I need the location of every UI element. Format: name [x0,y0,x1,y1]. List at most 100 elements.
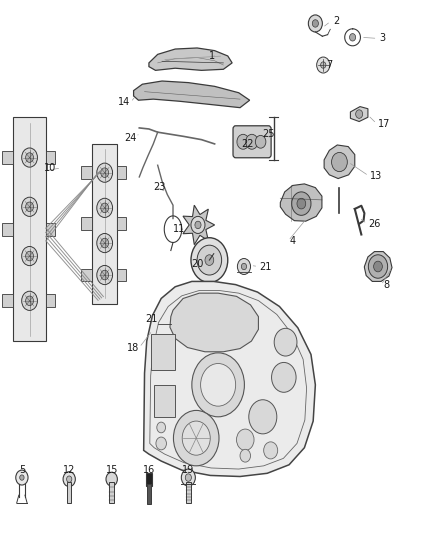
Circle shape [25,296,33,305]
Bar [67,482,71,503]
Circle shape [185,474,191,481]
Circle shape [205,255,214,265]
Circle shape [97,163,113,182]
Circle shape [25,202,33,212]
Circle shape [106,472,117,486]
Circle shape [241,263,247,270]
Circle shape [25,251,33,261]
Circle shape [264,442,278,459]
Circle shape [22,197,37,216]
Text: 25: 25 [262,130,275,139]
Text: 19: 19 [182,465,194,475]
Bar [92,144,117,304]
Text: 5: 5 [19,465,25,475]
Bar [2,223,13,236]
Polygon shape [364,252,392,281]
Circle shape [67,476,72,482]
Bar [13,117,46,341]
Text: 20: 20 [191,259,204,269]
Circle shape [22,148,37,167]
Bar [186,482,191,503]
Polygon shape [280,184,322,221]
Circle shape [195,221,201,229]
Circle shape [272,362,296,392]
Bar [117,166,126,179]
Bar [46,294,55,307]
Text: 14: 14 [118,98,131,107]
Bar [151,334,175,370]
Circle shape [156,437,166,450]
Circle shape [191,238,228,282]
Circle shape [101,270,109,280]
Text: 13: 13 [370,171,382,181]
Bar [81,166,92,179]
Bar [81,269,92,281]
Circle shape [237,429,254,450]
Circle shape [20,475,24,480]
Circle shape [192,353,244,417]
Polygon shape [134,81,250,108]
Text: 2: 2 [333,17,339,26]
Circle shape [374,261,382,272]
Bar [117,217,126,230]
Circle shape [97,198,113,217]
Bar [2,151,13,164]
Text: 1: 1 [208,51,215,61]
Circle shape [173,410,219,466]
Circle shape [162,316,167,322]
Circle shape [182,421,210,455]
Circle shape [101,203,109,213]
Bar [154,385,175,417]
Text: 24: 24 [124,133,137,142]
Polygon shape [144,281,315,477]
Text: 21: 21 [145,314,158,324]
Circle shape [25,153,33,163]
Text: 21: 21 [259,262,272,271]
Circle shape [197,245,222,275]
Text: 8: 8 [383,280,389,290]
Circle shape [97,233,113,253]
Circle shape [356,110,363,118]
Circle shape [321,62,326,68]
Bar [147,484,151,504]
Polygon shape [170,293,258,352]
Circle shape [308,15,322,32]
Bar [46,151,55,164]
Polygon shape [149,48,232,70]
Circle shape [255,135,266,148]
Circle shape [312,20,318,27]
Text: 12: 12 [63,465,75,475]
Circle shape [63,472,75,487]
Text: 22: 22 [241,139,254,149]
Circle shape [368,255,388,278]
Circle shape [274,328,297,356]
Bar [81,217,92,230]
Circle shape [101,168,109,177]
Circle shape [317,57,330,73]
Bar [109,482,114,503]
Circle shape [246,134,258,149]
Circle shape [22,246,37,265]
Circle shape [237,134,249,149]
Text: 16: 16 [143,465,155,475]
Circle shape [240,449,251,462]
Bar [110,485,114,486]
Circle shape [249,400,277,434]
Circle shape [16,470,28,485]
FancyBboxPatch shape [233,126,271,158]
Circle shape [101,238,109,248]
Circle shape [158,311,171,327]
Circle shape [350,34,356,41]
Text: 15: 15 [106,465,118,475]
Text: 10: 10 [44,163,56,173]
Circle shape [191,216,205,233]
Bar [146,473,152,486]
Polygon shape [183,205,215,245]
Circle shape [201,364,236,406]
Text: 17: 17 [378,119,390,128]
Circle shape [181,469,195,486]
Bar [46,223,55,236]
Circle shape [292,192,311,215]
Text: 18: 18 [127,343,139,352]
Polygon shape [324,145,355,179]
